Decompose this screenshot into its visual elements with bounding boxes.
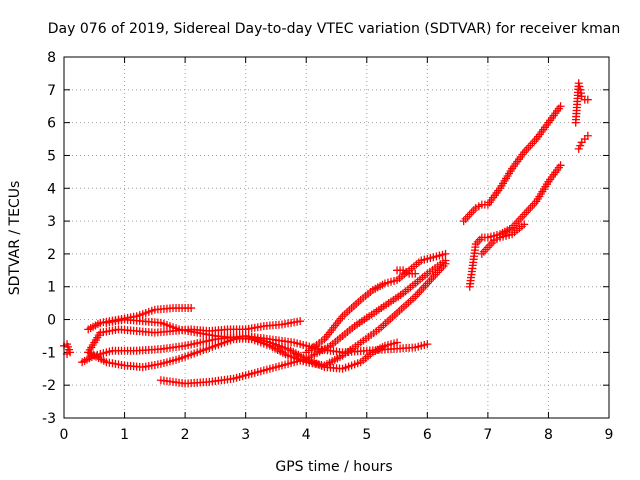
x-tick-label: 0 [60, 427, 69, 443]
chart-title: Day 076 of 2019, Sidereal Day-to-day VTE… [48, 21, 620, 37]
y-tick-label: 3 [47, 214, 56, 230]
plot-frame [63, 56, 610, 419]
x-tick-label: 3 [241, 427, 250, 443]
data-point [520, 220, 529, 229]
y-tick-label: 5 [47, 148, 56, 164]
y-tick-label: 4 [47, 181, 56, 197]
x-tick-label: 7 [483, 427, 492, 443]
x-tick-label: 1 [120, 427, 129, 443]
x-axis-label: GPS time / hours [275, 459, 392, 475]
x-tick-label: 6 [423, 427, 432, 443]
y-axis-ticks: -3 -2 -1 0 1 2 3 4 5 6 7 8 [42, 50, 609, 427]
y-tick-label: 2 [47, 247, 56, 263]
data-point [583, 95, 592, 104]
data-point [423, 340, 432, 349]
y-axis-label: SDTVAR / TECUs [7, 181, 23, 296]
data-point [441, 249, 450, 258]
y-tick-label: -2 [42, 378, 56, 394]
x-tick-label: 9 [605, 427, 614, 443]
y-tick-label: 8 [47, 50, 56, 66]
x-tick-label: 5 [362, 427, 371, 443]
y-tick-label: -3 [42, 411, 56, 427]
y-tick-label: -1 [42, 345, 56, 361]
data-points [60, 79, 592, 388]
data-point [583, 131, 592, 140]
data-point [296, 317, 305, 326]
y-tick-label: 7 [47, 83, 56, 99]
data-point [187, 304, 196, 313]
y-tick-label: 0 [47, 313, 56, 329]
data-point [411, 269, 420, 278]
y-tick-label: 6 [47, 116, 56, 132]
y-tick-label: 1 [47, 280, 56, 296]
x-tick-label: 8 [544, 427, 553, 443]
data-point [556, 102, 565, 111]
data-point [393, 338, 402, 347]
x-tick-label: 2 [181, 427, 190, 443]
x-tick-label: 4 [302, 427, 311, 443]
data-point [556, 161, 565, 170]
